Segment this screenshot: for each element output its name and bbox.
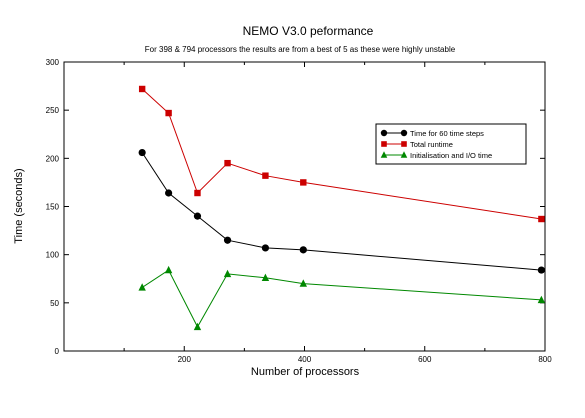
data-point <box>224 159 231 167</box>
y-tick-label: 200 <box>46 154 60 163</box>
plot-frame <box>63 61 546 352</box>
series-layer <box>138 85 546 331</box>
y-tick-label: 250 <box>46 106 60 115</box>
legend: Time for 60 time steps Total runtime Initi… <box>375 123 527 165</box>
x-tick-label: 600 <box>418 355 432 364</box>
series-line <box>141 152 542 271</box>
y-tick-label: 150 <box>46 203 60 212</box>
legend-marker <box>400 151 408 158</box>
legend-marker <box>401 141 407 147</box>
data-point <box>138 283 146 291</box>
axes: 0 50 100 150 200 250 300 200 400 600 800 <box>46 58 553 364</box>
data-point <box>299 279 307 287</box>
x-tick-label: 400 <box>298 355 312 364</box>
data-point <box>193 212 202 220</box>
series-line <box>141 269 542 328</box>
y-tick-label: 300 <box>46 58 60 67</box>
data-point <box>262 172 269 179</box>
data-point <box>299 246 307 254</box>
series-3 <box>138 265 546 331</box>
x-tick-label: 200 <box>178 355 192 364</box>
data-point <box>537 295 546 304</box>
data-point <box>164 265 173 274</box>
data-point <box>165 109 172 117</box>
y-tick-label: 0 <box>55 347 60 356</box>
chart-title: NEMO V3.0 peformance <box>243 24 374 38</box>
legend-marker <box>400 129 408 137</box>
data-point <box>194 189 201 197</box>
x-axis-label: Number of processors <box>251 366 360 378</box>
legend-label: Initialisation and I/O time <box>410 151 492 160</box>
data-point <box>261 273 270 281</box>
data-point <box>537 266 545 274</box>
data-point <box>223 236 232 244</box>
legend-label: Time for 60 time steps <box>410 129 484 138</box>
series-1 <box>138 148 545 274</box>
x-tick-label: 800 <box>538 355 552 364</box>
chart-subtitle: For 398 & 794 processors the results are… <box>145 45 456 54</box>
data-point <box>261 244 270 252</box>
data-point <box>165 189 173 197</box>
y-tick-label: 50 <box>50 299 59 308</box>
y-axis-label: Time (seconds) <box>13 168 25 243</box>
data-point <box>138 148 146 157</box>
series-2 <box>138 85 545 223</box>
legend-marker <box>381 141 387 147</box>
data-point <box>223 269 232 278</box>
legend-marker <box>380 129 388 137</box>
legend-label: Total runtime <box>410 140 453 149</box>
legend-marker <box>380 151 388 158</box>
data-point <box>138 85 146 93</box>
data-point <box>538 215 545 223</box>
y-tick-label: 100 <box>46 251 60 260</box>
data-point <box>300 179 307 186</box>
data-point <box>193 322 202 331</box>
